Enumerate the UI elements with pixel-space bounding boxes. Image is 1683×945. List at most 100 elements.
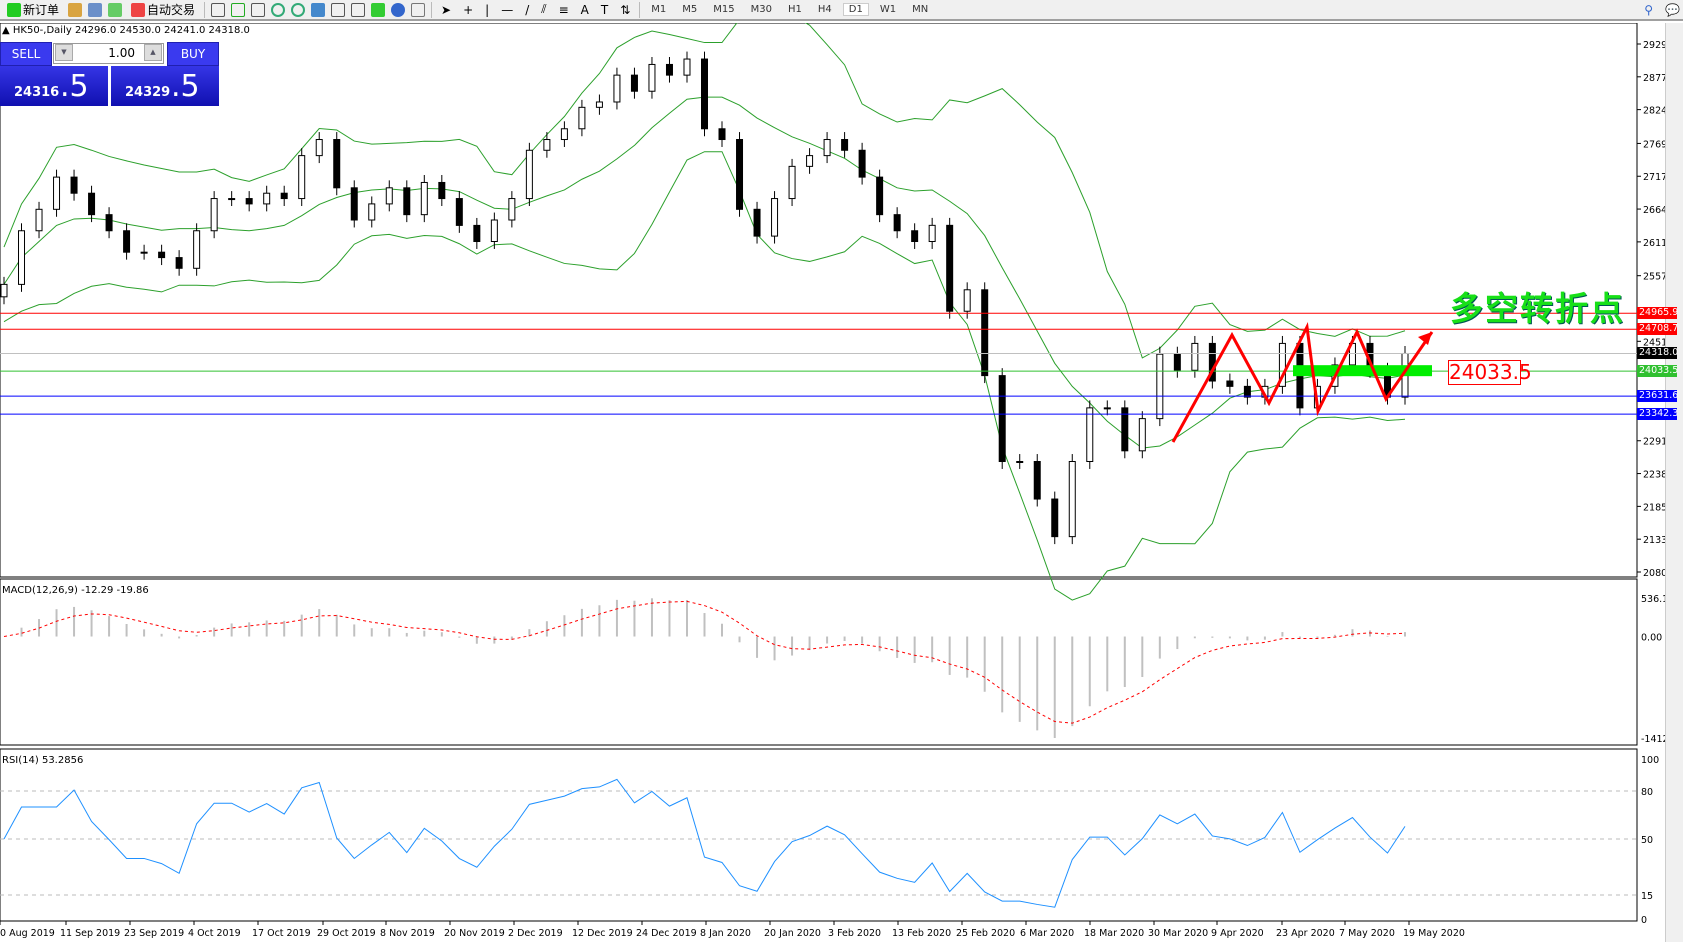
candle (368, 203, 376, 221)
vertical-line-icon[interactable]: | (485, 2, 490, 17)
lot-increase-button[interactable]: ▲ (144, 44, 162, 61)
timeframe-h1[interactable]: H1 (788, 4, 802, 15)
lot-size-input[interactable]: 1.00 (53, 43, 164, 64)
indicators-icon[interactable] (371, 2, 386, 17)
channel-icon[interactable]: ⫽ (541, 2, 547, 16)
chat-icon[interactable]: 💬 (1665, 2, 1680, 17)
separator (204, 1, 206, 18)
candle (1103, 407, 1111, 410)
candle (1243, 385, 1251, 398)
text-label-icon[interactable]: T (600, 2, 609, 17)
chart-shift-icon[interactable] (331, 2, 346, 17)
sell-button[interactable]: SELL (0, 42, 52, 66)
buy-button[interactable]: BUY (167, 42, 219, 66)
rsi-line (3, 778, 1406, 908)
symbol-info: HK50-,Daily 24296.0 24530.0 24241.0 2431… (12, 25, 250, 36)
candle (701, 58, 708, 130)
rsi-tick-label: 80 (1641, 787, 1653, 798)
candle (420, 181, 428, 216)
candle (263, 192, 271, 205)
date-label: 7 May 2020 (1339, 928, 1395, 939)
timeframe-h4[interactable]: H4 (817, 4, 832, 15)
candle (1033, 461, 1041, 500)
candle (753, 208, 761, 237)
search-icon[interactable]: ⚲ (1644, 2, 1654, 17)
periods-icon[interactable] (391, 2, 406, 17)
level-tag: 24033.5 (1637, 365, 1679, 378)
candle (911, 230, 919, 243)
price-tick-label: 24514.0 (1643, 337, 1665, 348)
candle (1086, 407, 1094, 463)
candle (1138, 418, 1146, 452)
level-tag: 24965.9 (1637, 307, 1679, 320)
candle (158, 251, 166, 259)
timeframe-m15[interactable]: M15 (713, 4, 735, 15)
new-order-button[interactable]: 新订单 (4, 1, 62, 19)
timeframe-m30[interactable]: M30 (750, 4, 773, 15)
bar-chart-icon[interactable] (211, 2, 226, 17)
date-label: 17 Oct 2019 (252, 928, 311, 939)
candle (508, 198, 516, 221)
candle (788, 165, 796, 200)
right-scrollbar[interactable] (1665, 23, 1683, 942)
candle (683, 58, 691, 76)
line-chart-icon[interactable] (251, 2, 266, 17)
candlestick-icon[interactable] (231, 2, 246, 17)
timeframe-mn[interactable]: MN (912, 4, 929, 15)
rsi-tick-label: 100 (1641, 755, 1659, 766)
signal-icon[interactable] (108, 2, 123, 17)
candle (1051, 498, 1059, 538)
candle (70, 176, 78, 194)
lot-decrease-button[interactable]: ▼ (55, 44, 73, 61)
horizontal-line-icon[interactable]: — (501, 2, 514, 17)
candle (963, 289, 971, 312)
macd-panel (0, 578, 1638, 746)
candle (893, 214, 901, 232)
macd-tick-label: -1412.34 (1641, 734, 1665, 745)
terminal-icon[interactable] (88, 2, 103, 17)
timeframe-m5[interactable]: M5 (682, 4, 698, 15)
crosshair-icon[interactable]: + (463, 2, 474, 17)
auto-trading-button[interactable]: 自动交易 (128, 1, 198, 19)
candle (648, 63, 656, 92)
support-zone (1293, 365, 1432, 377)
price-tick-label: 21858.0 (1643, 502, 1665, 513)
candle (1278, 342, 1286, 387)
date-label: 20 Jan 2020 (764, 928, 821, 939)
rsi-tick-label: 15 (1641, 891, 1653, 902)
text-icon[interactable]: A (580, 2, 589, 17)
cursor-icon[interactable]: ➤ (441, 2, 452, 17)
zoom-in-icon[interactable] (271, 2, 286, 17)
candle (1068, 461, 1076, 538)
sell-price[interactable]: 24316.5 (0, 66, 108, 106)
zigzag-arrows (1171, 321, 1434, 443)
autoscroll-icon[interactable] (351, 2, 366, 17)
separator (639, 1, 641, 18)
candle (245, 198, 253, 205)
sell-price-main: 24316 (14, 85, 60, 100)
price-tick-label: 29298.0 (1643, 40, 1665, 51)
arrows-icon[interactable]: ⇅ (620, 2, 631, 17)
candle (525, 149, 533, 200)
history-icon[interactable] (68, 2, 83, 17)
candle (228, 198, 236, 201)
candle (1016, 461, 1024, 464)
timeframe-d1[interactable]: D1 (842, 3, 869, 16)
candle (1156, 353, 1164, 420)
trendline-icon[interactable]: / (525, 2, 530, 17)
price-tick-label: 22914.0 (1643, 437, 1665, 448)
candle (841, 139, 849, 151)
fibonacci-icon[interactable]: ≡ (558, 2, 569, 17)
date-label: 11 Sep 2019 (60, 928, 120, 939)
date-label: 19 May 2020 (1403, 928, 1465, 939)
timeframe-m1[interactable]: M1 (651, 4, 667, 15)
zoom-out-icon[interactable] (291, 2, 306, 17)
candle (630, 74, 638, 92)
timeframe-w1[interactable]: W1 (879, 4, 897, 15)
buy-price[interactable]: 24329.5 (111, 66, 219, 106)
templates-icon[interactable] (411, 2, 426, 17)
tile-windows-icon[interactable] (311, 2, 326, 17)
date-label: 29 Oct 2019 (317, 928, 376, 939)
